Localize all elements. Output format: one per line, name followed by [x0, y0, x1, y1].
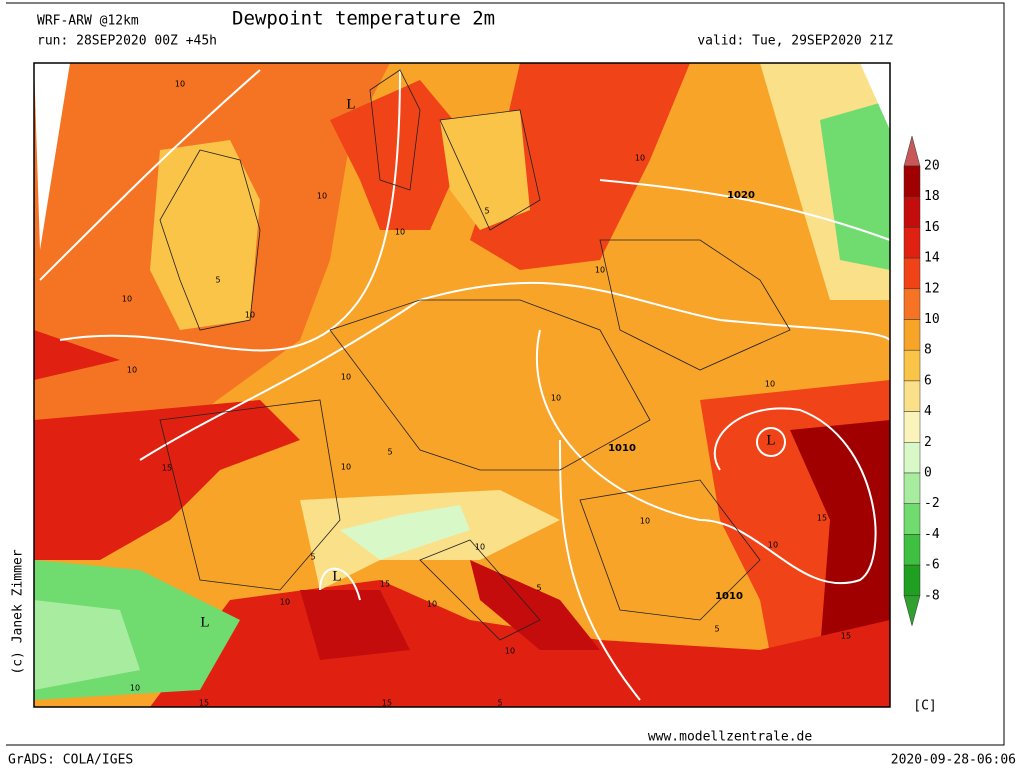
colorbar-tick-label: 16: [924, 220, 940, 235]
colorbar-segment: [903, 196, 921, 228]
plot-border: [33, 62, 891, 708]
colorbar-segment: [903, 288, 921, 320]
colorbar-cap-bottom: [903, 595, 921, 627]
colorbar-segment: [903, 411, 921, 443]
colorbar-segment: [903, 319, 921, 351]
contour-label: 10: [765, 380, 775, 389]
field-russia-green: [820, 100, 890, 270]
frame: [6, 2, 1005, 746]
colorbar-tick-label: -2: [924, 496, 940, 511]
contour-label: 15: [199, 699, 209, 708]
contour-label: 10: [341, 463, 351, 472]
contour-label: 10: [280, 598, 290, 607]
colorbar-segment: [903, 165, 921, 197]
colorbar-segment: [903, 534, 921, 566]
low-marker: L: [200, 614, 209, 630]
map-field: [34, 63, 890, 707]
colorbar-segment: [903, 227, 921, 259]
field-sweden: [440, 110, 530, 230]
map-title: Dewpoint temperature 2m: [232, 8, 495, 30]
field-britain: [150, 140, 260, 330]
contour-label: 15: [382, 699, 392, 708]
colorbar-segment: [903, 503, 921, 535]
colorbar-segment: [903, 472, 921, 504]
timestamp: 2020-09-28-06:06: [891, 753, 1016, 768]
isobar-label: 1020: [727, 190, 755, 201]
colorbar-unit: [C]: [913, 699, 936, 714]
low-marker: L: [346, 96, 355, 112]
field-baltic: [470, 63, 690, 270]
colorbar-tick-label: 20: [924, 159, 940, 174]
colorbar-tick-label: 8: [924, 343, 932, 358]
contour-label: 10: [551, 394, 561, 403]
contour-label: 5: [536, 584, 541, 593]
colorbar-tick-label: 12: [924, 281, 940, 296]
field-corner-ne: [860, 63, 890, 130]
colorbar-tick-label: 0: [924, 466, 932, 481]
field-corner-nw: [34, 63, 70, 250]
colorbar-segment: [903, 380, 921, 412]
run-label: run: 28SEP2020 00Z +45h: [37, 34, 217, 49]
colorbar-tick-label: -6: [924, 558, 940, 573]
source-url: www.modellzentrale.de: [648, 730, 813, 745]
contour-label: 10: [595, 266, 605, 275]
contour-label: 15: [162, 464, 172, 473]
contour-label: 10: [245, 311, 255, 320]
contour-label: 5: [387, 448, 392, 457]
field-norway: [330, 80, 470, 230]
contour-label: 10: [127, 366, 137, 375]
model-label: WRF-ARW @12km: [37, 14, 139, 29]
colorbar-tick-label: 10: [924, 312, 940, 327]
contour-label: 15: [841, 632, 851, 641]
colorbar-tick-label: 14: [924, 251, 940, 266]
colorbar-segment: [903, 564, 921, 597]
contour-label: 10: [341, 373, 351, 382]
contour-label: 15: [817, 514, 827, 523]
colorbar-tick-label: -4: [924, 527, 940, 542]
field-alps-high: [340, 505, 470, 560]
contour-label: 10: [640, 517, 650, 526]
field-iberia-inner: [34, 600, 140, 690]
contour-label: 5: [497, 699, 502, 708]
field-biscay: [34, 400, 300, 560]
field-adriatic: [470, 560, 600, 650]
colorbar-tick-label: 4: [924, 404, 932, 419]
contour-label: 10: [395, 228, 405, 237]
colorbar-segment: [903, 442, 921, 474]
colorbar-tick-label: 18: [924, 189, 940, 204]
contour-label: 5: [310, 553, 315, 562]
contour-label: 10: [317, 192, 327, 201]
copyright: (c) Janek Zimmer: [11, 549, 26, 674]
borders: [159, 69, 791, 641]
contour-label: 10: [175, 80, 185, 89]
contour-label: 5: [714, 625, 719, 634]
software-credit: GrADS: COLA/IGES: [8, 753, 133, 768]
colorbar-tick-label: 2: [924, 435, 932, 450]
isobar-label: 1010: [715, 591, 743, 602]
low-marker: L: [766, 432, 775, 448]
contour-label: 10: [130, 684, 140, 693]
contour-label: 10: [427, 600, 437, 609]
contour-label: 5: [215, 276, 220, 285]
contour-label: 10: [475, 543, 485, 552]
colorbar-segment: [903, 257, 921, 290]
contour-label: 10: [635, 154, 645, 163]
colorbar-tick-label: -8: [924, 588, 940, 603]
colorbar-segment: [903, 349, 921, 382]
field-celtic: [34, 330, 120, 380]
map-labels: 1010105101051010105101510101510510151051…: [122, 80, 851, 708]
isobar-label: 1010: [608, 443, 636, 454]
field-ligurian: [300, 590, 410, 660]
colorbar-tick-label: 6: [924, 373, 932, 388]
valid-label: valid: Tue, 29SEP2020 21Z: [697, 34, 893, 49]
contour-label: 5: [484, 207, 489, 216]
contour-label: 10: [768, 541, 778, 550]
low-marker: L: [332, 568, 341, 584]
contour-label: 10: [122, 295, 132, 304]
contour-label: 10: [505, 647, 515, 656]
contour-label: 15: [380, 580, 390, 589]
